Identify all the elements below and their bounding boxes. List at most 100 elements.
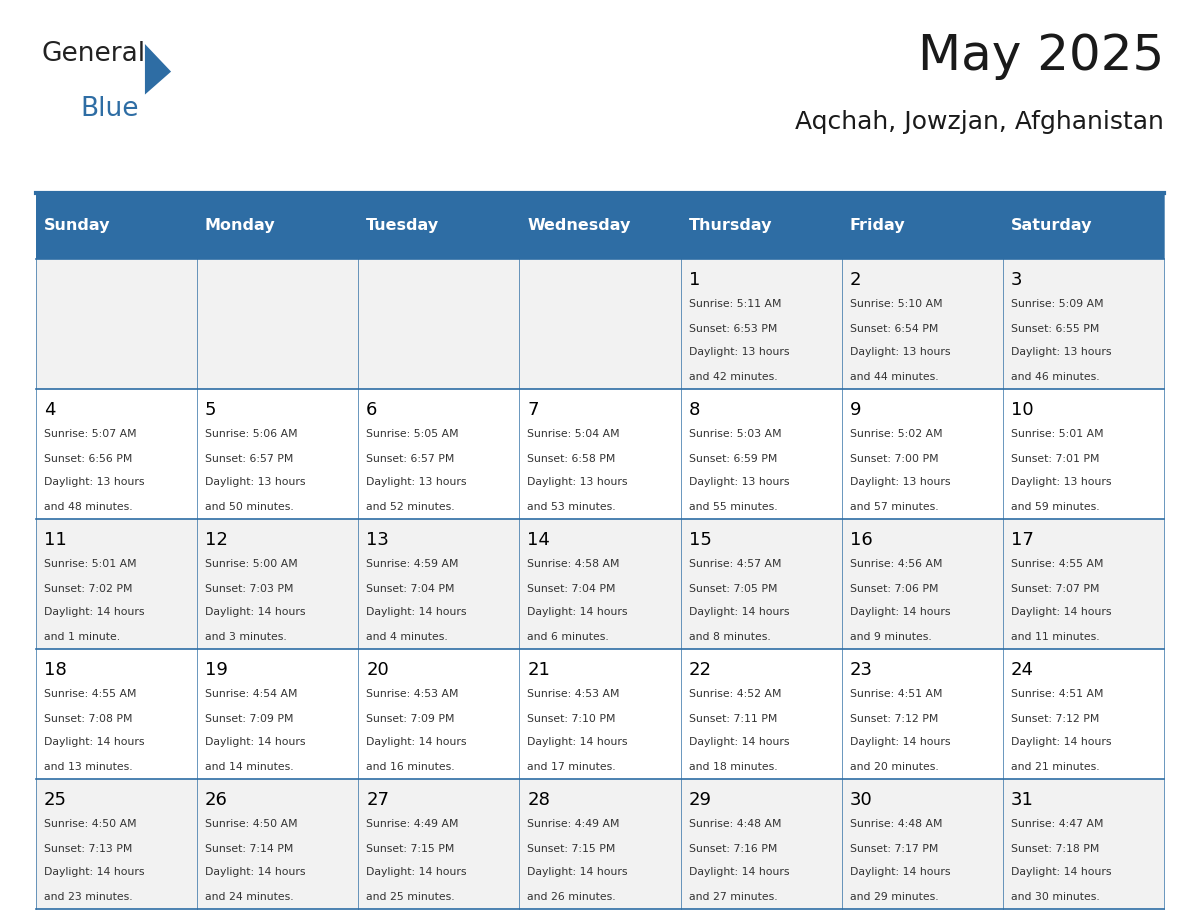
Text: Daylight: 13 hours: Daylight: 13 hours [689,477,789,487]
Text: Monday: Monday [204,218,276,233]
Text: Sunrise: 5:11 AM: Sunrise: 5:11 AM [689,299,782,309]
Text: Sunrise: 5:02 AM: Sunrise: 5:02 AM [849,429,942,439]
Text: and 24 minutes.: and 24 minutes. [204,892,293,901]
Text: and 59 minutes.: and 59 minutes. [1011,502,1100,512]
Text: 17: 17 [1011,531,1034,549]
Bar [36,519,1164,649]
Text: and 53 minutes.: and 53 minutes. [527,502,617,512]
Text: Daylight: 14 hours: Daylight: 14 hours [44,607,144,617]
Text: 15: 15 [689,531,712,549]
Text: Daylight: 14 hours: Daylight: 14 hours [1011,868,1112,878]
Text: and 27 minutes.: and 27 minutes. [689,892,777,901]
Text: and 16 minutes.: and 16 minutes. [366,762,455,772]
Text: Friday: Friday [849,218,905,233]
Text: 26: 26 [204,790,228,809]
Text: Sunrise: 4:52 AM: Sunrise: 4:52 AM [689,689,782,700]
Bar [36,649,1164,778]
Text: Sunrise: 4:48 AM: Sunrise: 4:48 AM [849,819,942,829]
Text: Daylight: 13 hours: Daylight: 13 hours [527,477,628,487]
Text: Sunset: 7:03 PM: Sunset: 7:03 PM [204,584,293,594]
Text: and 18 minutes.: and 18 minutes. [689,762,777,772]
Text: Sunset: 6:56 PM: Sunset: 6:56 PM [44,453,132,464]
Text: Sunday: Sunday [44,218,110,233]
Text: 31: 31 [1011,790,1034,809]
Text: Sunrise: 4:50 AM: Sunrise: 4:50 AM [204,819,297,829]
Text: Sunset: 7:14 PM: Sunset: 7:14 PM [204,844,293,854]
Text: Daylight: 13 hours: Daylight: 13 hours [689,347,789,357]
Text: Sunrise: 4:51 AM: Sunrise: 4:51 AM [1011,689,1104,700]
Text: Sunrise: 5:00 AM: Sunrise: 5:00 AM [204,559,298,569]
Text: Sunrise: 5:01 AM: Sunrise: 5:01 AM [1011,429,1104,439]
Text: Sunrise: 4:49 AM: Sunrise: 4:49 AM [527,819,620,829]
Text: Sunset: 6:55 PM: Sunset: 6:55 PM [1011,324,1099,334]
Text: 10: 10 [1011,400,1034,419]
Text: Sunset: 7:10 PM: Sunset: 7:10 PM [527,714,615,723]
Text: General: General [42,41,146,67]
Text: 28: 28 [527,790,550,809]
Text: 3: 3 [1011,271,1023,288]
Text: Daylight: 14 hours: Daylight: 14 hours [689,607,789,617]
Text: Daylight: 14 hours: Daylight: 14 hours [527,607,628,617]
Text: 30: 30 [849,790,873,809]
Text: 22: 22 [689,661,712,678]
Text: and 1 minute.: and 1 minute. [44,632,120,642]
Text: Sunset: 7:11 PM: Sunset: 7:11 PM [689,714,777,723]
Text: and 26 minutes.: and 26 minutes. [527,892,617,901]
Text: and 3 minutes.: and 3 minutes. [204,632,286,642]
Text: Sunrise: 4:53 AM: Sunrise: 4:53 AM [527,689,620,700]
Text: Sunset: 7:05 PM: Sunset: 7:05 PM [689,584,777,594]
Text: Sunset: 6:59 PM: Sunset: 6:59 PM [689,453,777,464]
Text: Sunset: 6:54 PM: Sunset: 6:54 PM [849,324,939,334]
Text: Daylight: 14 hours: Daylight: 14 hours [44,737,144,747]
Text: and 13 minutes.: and 13 minutes. [44,762,132,772]
Text: and 25 minutes.: and 25 minutes. [366,892,455,901]
Text: 19: 19 [204,661,228,678]
Text: Sunset: 7:06 PM: Sunset: 7:06 PM [849,584,939,594]
Text: and 23 minutes.: and 23 minutes. [44,892,132,901]
Text: 2: 2 [849,271,861,288]
Text: Sunset: 7:02 PM: Sunset: 7:02 PM [44,584,132,594]
Text: 16: 16 [849,531,873,549]
Text: Daylight: 14 hours: Daylight: 14 hours [689,737,789,747]
Text: and 55 minutes.: and 55 minutes. [689,502,777,512]
Text: Sunrise: 4:56 AM: Sunrise: 4:56 AM [849,559,942,569]
Text: Daylight: 13 hours: Daylight: 13 hours [849,477,950,487]
Text: Sunset: 6:53 PM: Sunset: 6:53 PM [689,324,777,334]
Text: and 57 minutes.: and 57 minutes. [849,502,939,512]
Text: Sunrise: 4:54 AM: Sunrise: 4:54 AM [204,689,297,700]
Text: Daylight: 13 hours: Daylight: 13 hours [366,477,467,487]
Text: Sunset: 7:18 PM: Sunset: 7:18 PM [1011,844,1099,854]
Text: 21: 21 [527,661,550,678]
Text: 23: 23 [849,661,873,678]
Text: Daylight: 13 hours: Daylight: 13 hours [1011,347,1112,357]
Text: and 11 minutes.: and 11 minutes. [1011,632,1100,642]
Text: Sunset: 7:12 PM: Sunset: 7:12 PM [849,714,939,723]
Text: 20: 20 [366,661,388,678]
Text: Sunrise: 4:57 AM: Sunrise: 4:57 AM [689,559,782,569]
Text: Daylight: 14 hours: Daylight: 14 hours [204,737,305,747]
Text: Sunset: 6:58 PM: Sunset: 6:58 PM [527,453,615,464]
Bar [36,778,1164,909]
Text: and 8 minutes.: and 8 minutes. [689,632,770,642]
Text: Thursday: Thursday [689,218,772,233]
Text: and 44 minutes.: and 44 minutes. [849,372,939,382]
Text: 25: 25 [44,790,67,809]
Text: Sunrise: 5:09 AM: Sunrise: 5:09 AM [1011,299,1104,309]
Text: Sunrise: 5:03 AM: Sunrise: 5:03 AM [689,429,782,439]
Text: Sunrise: 5:06 AM: Sunrise: 5:06 AM [204,429,297,439]
Text: Sunrise: 4:49 AM: Sunrise: 4:49 AM [366,819,459,829]
Text: and 48 minutes.: and 48 minutes. [44,502,132,512]
Text: Daylight: 14 hours: Daylight: 14 hours [849,868,950,878]
Text: Daylight: 14 hours: Daylight: 14 hours [44,868,144,878]
Text: Sunrise: 4:48 AM: Sunrise: 4:48 AM [689,819,782,829]
Text: 13: 13 [366,531,388,549]
Text: Daylight: 13 hours: Daylight: 13 hours [1011,477,1112,487]
Text: 5: 5 [204,400,216,419]
Text: Sunrise: 5:07 AM: Sunrise: 5:07 AM [44,429,137,439]
Text: Saturday: Saturday [1011,218,1093,233]
Text: Sunrise: 4:58 AM: Sunrise: 4:58 AM [527,559,620,569]
Text: Daylight: 14 hours: Daylight: 14 hours [527,868,628,878]
Text: Sunset: 7:13 PM: Sunset: 7:13 PM [44,844,132,854]
Text: and 46 minutes.: and 46 minutes. [1011,372,1100,382]
Text: and 20 minutes.: and 20 minutes. [849,762,939,772]
